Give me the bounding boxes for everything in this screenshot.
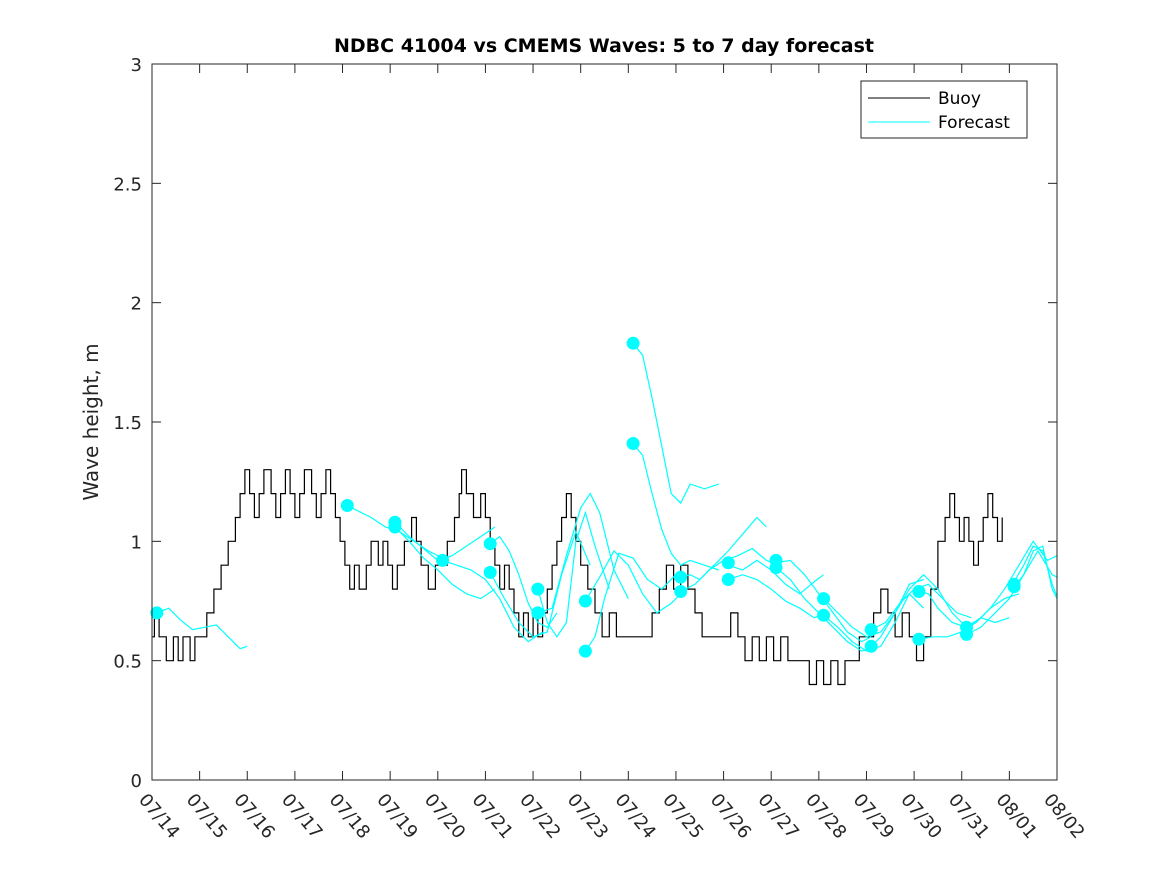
forecast-start-marker — [817, 608, 831, 622]
forecast-line — [918, 590, 1010, 628]
forecast-start-marker — [1007, 580, 1021, 594]
chart-title: NDBC 41004 vs CMEMS Waves: 5 to 7 day fo… — [334, 35, 874, 57]
forecast-line — [870, 573, 967, 647]
y-tick-label: 3 — [131, 55, 142, 76]
forecast-start-marker — [769, 561, 783, 575]
forecast-marker-layer — [150, 336, 1021, 658]
forecast-start-marker — [483, 537, 497, 551]
forecast-start-marker — [578, 644, 592, 658]
forecast-start-marker — [531, 582, 545, 596]
x-tick-label: 07/30 — [896, 790, 945, 843]
forecast-start-marker — [817, 592, 831, 606]
x-tick-label: 07/26 — [706, 790, 755, 843]
x-tick-label: 07/29 — [849, 790, 898, 843]
forecast-line — [584, 549, 686, 614]
legend-buoy-label: Buoy — [938, 89, 981, 109]
x-tick-label: 07/28 — [801, 790, 850, 843]
forecast-start-marker — [483, 565, 497, 579]
y-axis-label: Wave height, m — [79, 343, 103, 500]
x-tick-label: 07/22 — [515, 790, 564, 843]
forecast-line — [156, 607, 248, 650]
x-tick-label: 07/25 — [658, 790, 707, 843]
forecast-start-marker — [674, 585, 688, 598]
forecast-start-marker — [626, 336, 640, 350]
x-tick-label: 07/15 — [182, 790, 231, 843]
legend: Buoy Forecast — [860, 80, 1028, 139]
forecast-line — [537, 510, 610, 638]
forecast-line — [537, 492, 629, 614]
x-tick-label: 07/16 — [229, 790, 278, 843]
forecast-line — [632, 342, 719, 505]
forecast-start-marker — [864, 623, 878, 637]
x-tick-label: 07/31 — [944, 790, 993, 843]
forecast-start-marker — [721, 573, 735, 586]
x-tick-label: 07/23 — [563, 790, 612, 843]
legend-forecast-label: Forecast — [938, 113, 1010, 133]
x-axis: 07/1407/1507/1607/1707/1807/1907/2007/21… — [134, 64, 1089, 843]
forecast-start-marker — [912, 632, 926, 646]
x-tick-label: 07/27 — [753, 790, 802, 843]
forecast-start-marker — [674, 570, 688, 584]
forecast-line — [442, 559, 543, 643]
forecast-start-marker — [388, 520, 402, 534]
forecast-start-marker — [578, 594, 592, 608]
forecast-start-marker — [340, 499, 354, 512]
y-tick-label: 2.5 — [113, 174, 142, 195]
x-tick-label: 08/01 — [992, 790, 1041, 843]
forecast-start-marker — [721, 556, 735, 570]
forecast-line — [394, 526, 496, 600]
forecast-start-marker — [960, 627, 973, 641]
legend-box — [860, 80, 1028, 139]
forecast-line — [680, 516, 767, 581]
x-tick-label: 07/17 — [277, 790, 326, 843]
y-tick-label: 0 — [131, 771, 142, 792]
buoy-series-layer — [152, 469, 1003, 686]
forecast-line — [489, 530, 591, 638]
forecast-line — [584, 552, 677, 652]
forecast-line — [489, 535, 558, 629]
forecast-start-marker — [531, 606, 545, 620]
forecast-start-marker — [912, 585, 926, 598]
x-tick-label: 07/14 — [134, 790, 183, 843]
axes-box — [151, 63, 1058, 781]
forecast-line — [1013, 545, 1057, 597]
x-tick-label: 07/19 — [372, 790, 421, 843]
x-tick-label: 07/24 — [610, 790, 659, 843]
buoy-line — [152, 469, 1003, 686]
y-tick-label: 1 — [131, 532, 142, 553]
y-tick-label: 2 — [131, 294, 142, 315]
y-tick-label: 0.5 — [113, 652, 142, 673]
y-axis: 0 0.5 1 1.5 2 2.5 3 — [113, 55, 1057, 792]
forecast-line — [632, 443, 719, 571]
forecast-start-marker — [626, 437, 640, 450]
y-tick-label: 1.5 — [113, 413, 142, 434]
forecast-series-layer — [156, 342, 1057, 652]
x-tick-label: 07/18 — [325, 790, 374, 843]
x-tick-label: 08/02 — [1039, 790, 1088, 843]
forecast-start-marker — [436, 553, 450, 567]
forecast-line — [728, 574, 829, 619]
x-tick-label: 07/20 — [420, 790, 469, 843]
forecast-start-marker — [150, 606, 164, 620]
forecast-start-marker — [864, 639, 878, 653]
x-tick-label: 07/21 — [468, 790, 517, 843]
